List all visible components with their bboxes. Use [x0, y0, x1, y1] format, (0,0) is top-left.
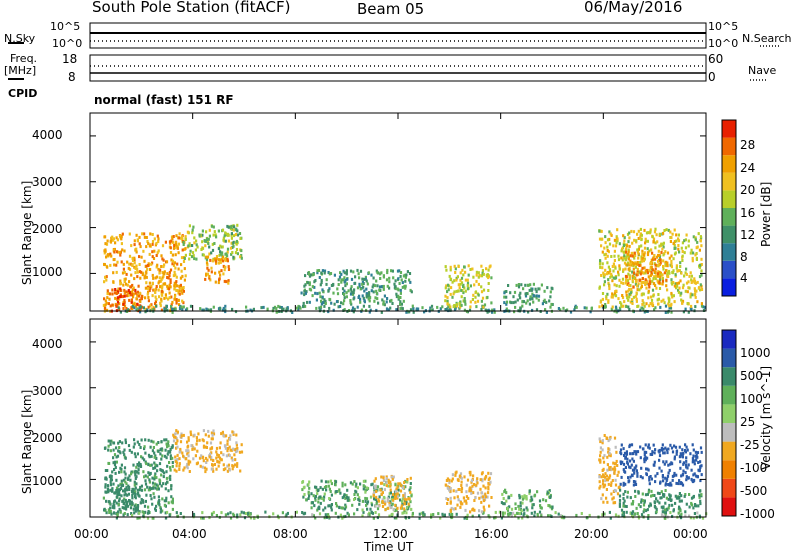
power-cbar-tick-20: 20 [740, 183, 756, 197]
xtick-1200: 12:00 [373, 527, 408, 541]
velocity-colorbar-swatch [722, 497, 736, 516]
velocity-ytick-1000: 1000 [32, 474, 63, 488]
velocity-echo-region [619, 443, 703, 487]
beam-label: Beam 05 [357, 0, 425, 18]
power-echo-region [444, 264, 493, 309]
power-cbar-tick-28: 28 [740, 138, 756, 152]
velocity-ylabel: Slant Range [km] [20, 389, 34, 494]
power-colorbar-swatch [722, 172, 736, 191]
velocity-cbar-label: Velocity [m s^-1] [759, 365, 773, 470]
velocity-ytick-4000: 4000 [32, 337, 63, 351]
power-cbar-tick-16: 16 [740, 206, 756, 220]
power-cbar-tick-24: 24 [740, 161, 756, 175]
velocity-echo-region [500, 488, 554, 513]
power-colorbar-swatch [722, 190, 736, 208]
nave-label: Nave [748, 64, 777, 77]
nave-tick-high: 60 [708, 52, 724, 66]
velocity-ytick-3000: 3000 [32, 384, 63, 398]
power-colorbar-swatch [722, 243, 736, 261]
velocity-echo-region [108, 484, 144, 517]
power-plot-bg [90, 113, 706, 311]
velocity-cbar-tick-minus100: -100 [740, 461, 768, 475]
xtick-2000: 20:00 [574, 527, 609, 541]
power-cbar-tick-12: 12 [740, 228, 756, 242]
xtick-2400: 00:00 [673, 527, 708, 541]
velocity-colorbar-swatch [722, 348, 736, 368]
power-echo-region [204, 255, 231, 285]
velocity-colorbar-swatch [722, 330, 736, 349]
nsearch-label: N.Search [742, 32, 792, 45]
nsky-tick-high: 10^5 [50, 20, 81, 33]
nsky-panel [89, 22, 707, 49]
power-ytick-2000: 2000 [32, 222, 63, 236]
velocity-colorbar-swatch [722, 367, 736, 386]
power-colorbar-swatch [722, 278, 736, 296]
power-colorbar-frame [721, 119, 737, 297]
power-cbar-tick-4: 4 [740, 271, 748, 285]
cpid-text: normal (fast) 151 RF [94, 93, 234, 107]
nsky-label: N.Sky [4, 32, 36, 45]
velocity-colorbar-swatch [722, 460, 736, 479]
station-title: South Pole Station (fitACF) [92, 0, 291, 16]
velocity-echo-region [172, 429, 244, 474]
velocity-colorbar-swatch [722, 441, 736, 461]
velocity-colorbar-swatch [722, 478, 736, 498]
power-ytick-3000: 3000 [32, 175, 63, 189]
cpid-label: CPID [8, 87, 38, 100]
velocity-colorbar-swatch [722, 423, 736, 442]
velocity-echo-region [372, 474, 412, 512]
power-echo-region [300, 268, 413, 307]
velocity-echo-region [618, 488, 703, 514]
power-echo-region [182, 223, 243, 262]
freq-tick-high: 18 [62, 52, 78, 66]
velocity-cbar-tick-100: 100 [740, 392, 763, 406]
velocity-cbar-tick-500: 500 [740, 369, 763, 383]
power-echo-region [117, 304, 706, 314]
power-colorbar-swatch [722, 120, 736, 138]
velocity-cbar-tick-1000: 1000 [740, 346, 771, 360]
velocity-cbar-tick-minus500: -500 [740, 484, 768, 498]
xlabel: Time UT [364, 540, 414, 554]
velocity-colorbar-swatch [722, 404, 736, 423]
power-colorbar-swatch [722, 225, 736, 244]
freq-panel [89, 54, 707, 82]
power-cbar-tick-8: 8 [740, 250, 748, 264]
xtick-0000: 00:00 [74, 527, 109, 541]
freq-tick-low: 8 [68, 70, 76, 84]
power-echo-region [503, 282, 554, 306]
power-colorbar-swatch [722, 137, 736, 156]
nave-tick-low: 0 [708, 70, 716, 84]
nsearch-tick-low: 10^0 [708, 37, 739, 50]
velocity-echo-region [301, 479, 413, 513]
power-colorbar-swatch [722, 155, 736, 173]
xtick-1600: 16:00 [474, 527, 509, 541]
velocity-cbar-tick-25: 25 [740, 415, 756, 429]
velocity-echo-region [598, 434, 621, 505]
power-echo-region [624, 250, 669, 290]
velocity-colorbar-swatch [722, 385, 736, 405]
power-ytick-4000: 4000 [32, 128, 63, 142]
xtick-0400: 04:00 [172, 527, 207, 541]
velocity-ytick-2000: 2000 [32, 431, 63, 445]
power-ylabel: Slant Range [km] [20, 180, 34, 285]
freq-unit-label: [MHz] [4, 64, 37, 77]
velocity-cbar-tick-minus1000: -1000 [740, 507, 775, 521]
velocity-echo-region [444, 470, 493, 514]
velocity-cbar-tick-minus25: -25 [740, 438, 760, 452]
power-colorbar-swatch [722, 260, 736, 279]
xtick-0800: 08:00 [273, 527, 308, 541]
nsearch-tick-high: 10^5 [708, 20, 739, 33]
power-colorbar-swatch [722, 208, 736, 226]
velocity-colorbar-frame [721, 329, 737, 517]
power-cbar-label: Power [dB] [759, 181, 773, 247]
power-ytick-1000: 1000 [32, 265, 63, 279]
nsky-tick-low: 10^0 [52, 37, 83, 50]
freq-label: Freq. [10, 52, 38, 65]
date-label: 06/May/2016 [584, 0, 683, 16]
